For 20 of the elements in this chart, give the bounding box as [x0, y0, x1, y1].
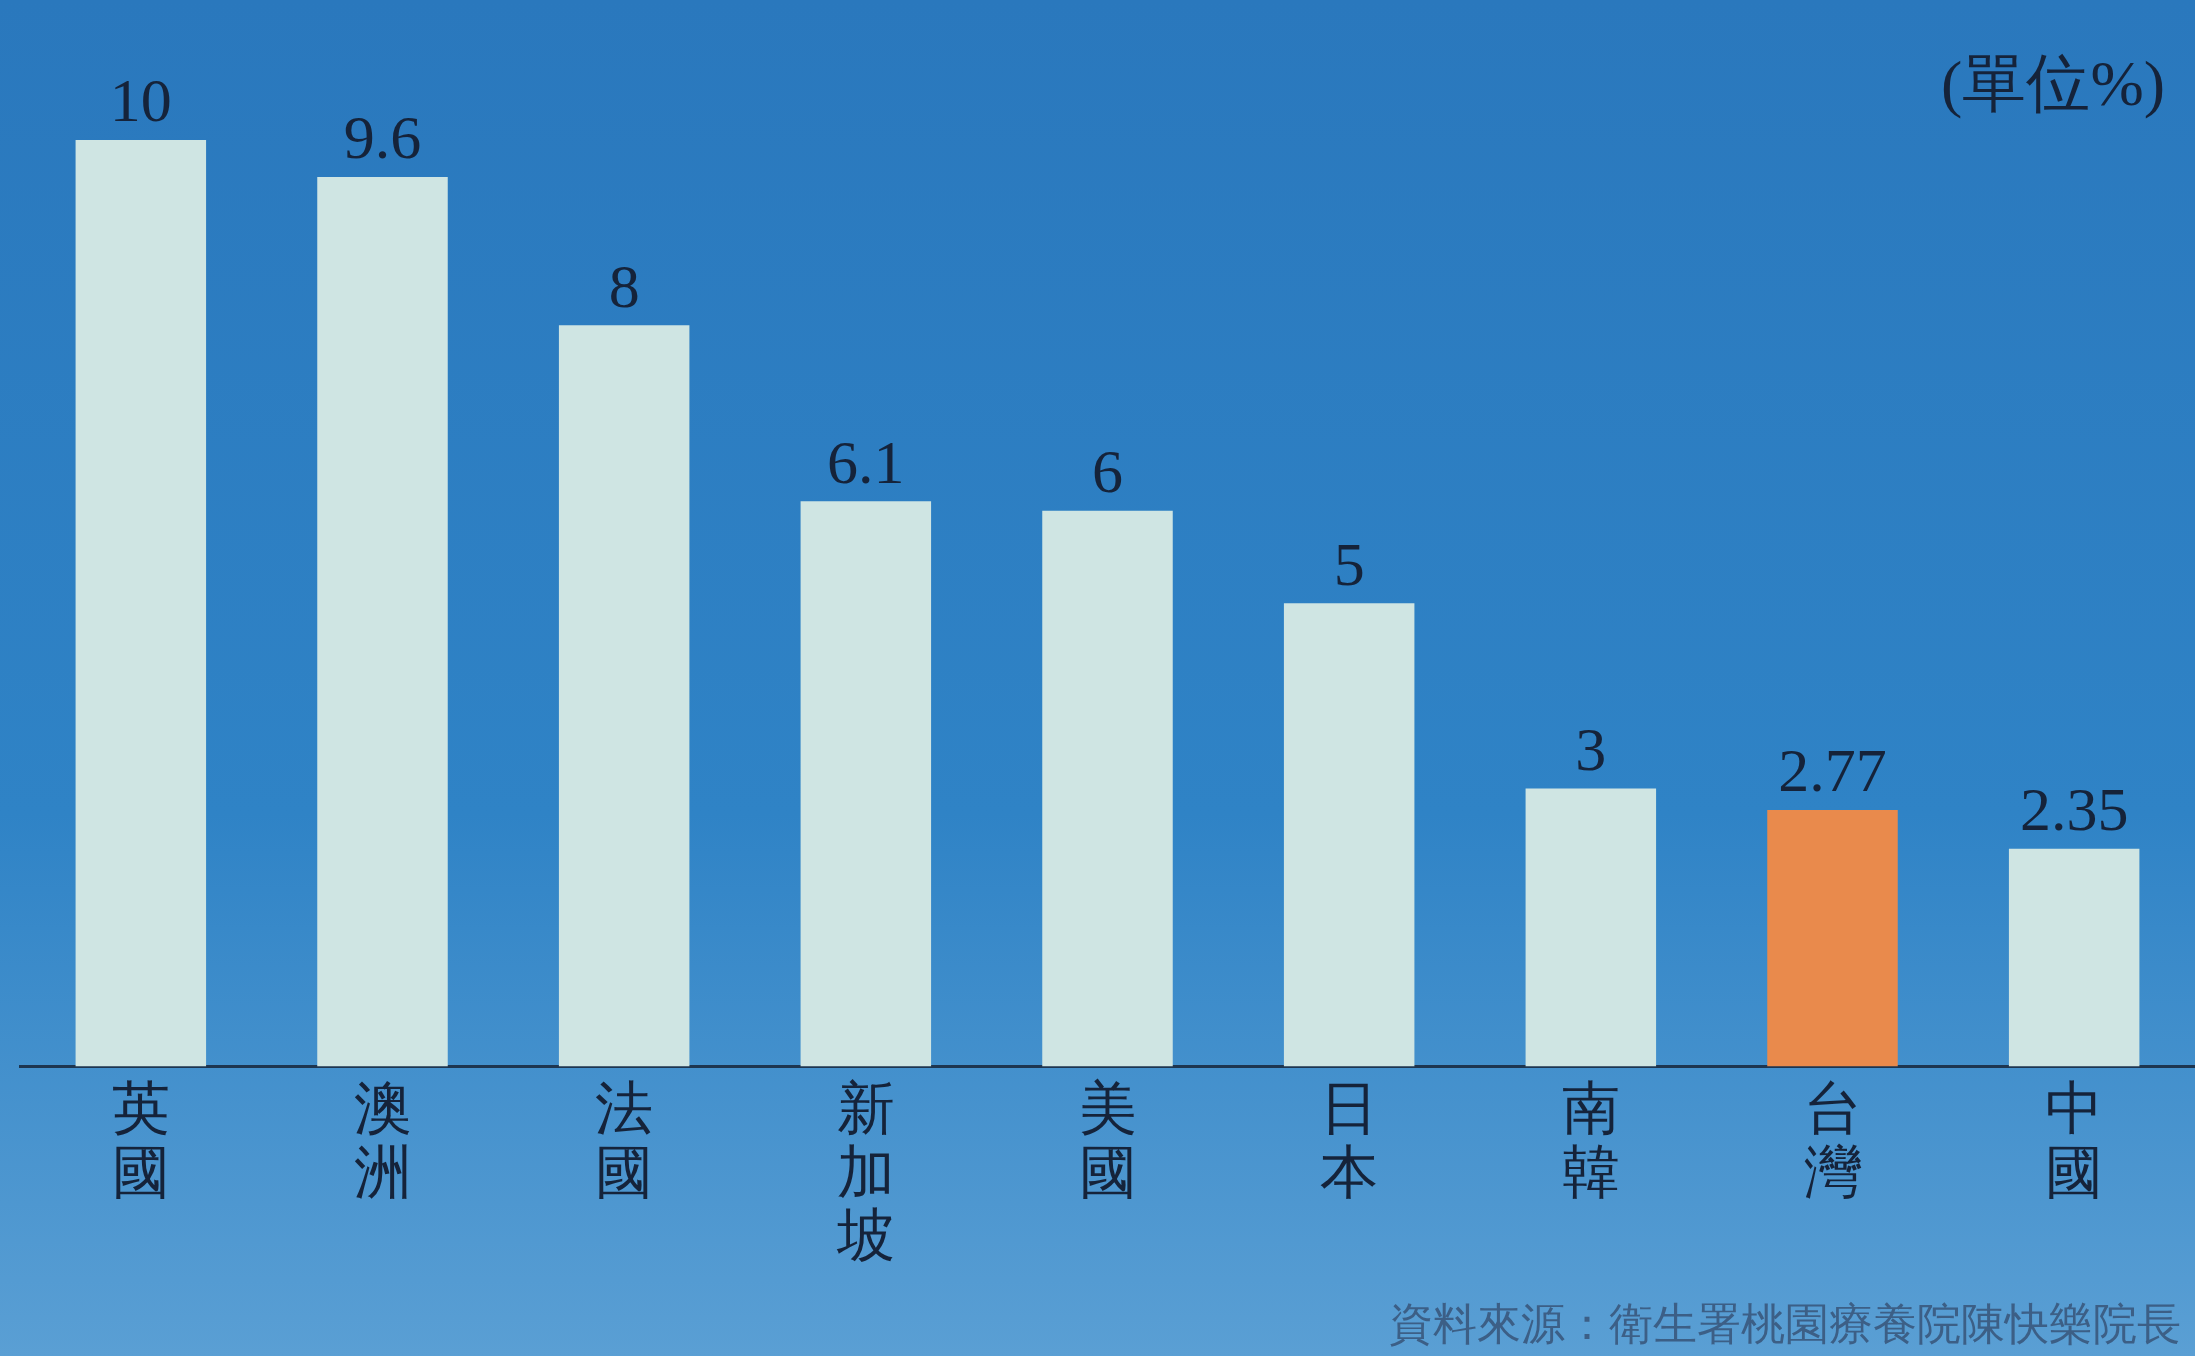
data-label: 3: [1575, 714, 1607, 783]
x-tick-label: 英國: [111, 1075, 170, 1205]
data-label: 9.6: [343, 103, 422, 172]
data-label: 6: [1092, 436, 1123, 505]
data-label: 5: [1333, 529, 1365, 598]
x-tick-label: 法國: [595, 1075, 654, 1205]
x-tick-label: 台灣: [1803, 1075, 1862, 1205]
x-tick-label: 新加坡: [835, 1075, 895, 1269]
source-note: 資料來源：衛生署桃園療養院陳快樂院長: [1389, 1299, 2181, 1351]
data-label: 2.77: [1778, 736, 1887, 805]
x-tick-label: 中國: [2045, 1075, 2104, 1205]
x-tick-label: 日本: [1320, 1075, 1379, 1205]
text: (單位%): [1941, 47, 2165, 121]
x-tick-label: 南韓: [1561, 1075, 1620, 1205]
data-label: 8: [608, 251, 640, 320]
data-label: 2.35: [2019, 775, 2129, 844]
x-tick-label: 澳洲: [353, 1075, 412, 1205]
x-tick-label: 美國: [1078, 1075, 1137, 1205]
data-label: 6.1: [827, 427, 905, 496]
data-label: 10: [109, 66, 172, 135]
